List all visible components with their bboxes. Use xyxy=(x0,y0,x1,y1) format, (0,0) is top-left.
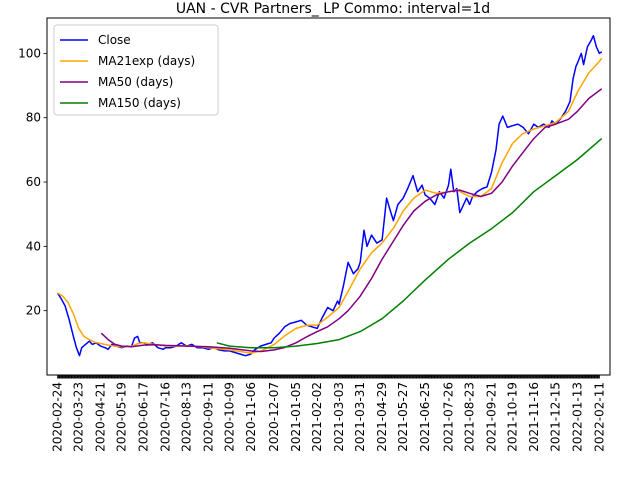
y-tick-label: 60 xyxy=(26,175,41,189)
x-tick-label: 2021-06-25 xyxy=(418,382,432,452)
x-tick-label: 2022-01-13 xyxy=(571,382,585,452)
series-line-3 xyxy=(216,138,603,349)
x-tick-label: 2020-10-09 xyxy=(223,382,237,452)
x-tick-label: 2020-12-07 xyxy=(267,382,281,452)
x-tick-label: 2021-10-19 xyxy=(506,382,520,452)
x-tick-label: 2022-02-11 xyxy=(592,382,606,452)
y-tick-label: 40 xyxy=(26,239,41,253)
series-line-2 xyxy=(100,88,603,353)
x-tick-label: 2021-02-02 xyxy=(310,382,324,452)
x-tick-label: 2021-09-21 xyxy=(485,382,499,452)
y-tick-label: 80 xyxy=(26,111,41,125)
series-line-1 xyxy=(57,57,603,354)
legend-label-0: Close xyxy=(98,33,131,47)
series-line-0 xyxy=(56,34,603,357)
legend: Close MA21exp (days) MA50 (days) MA150 (day… xyxy=(53,24,219,116)
x-tick-label: 2021-05-27 xyxy=(396,382,410,452)
x-tick-label: 2020-11-06 xyxy=(244,382,258,452)
x-tick-label: 2020-06-17 xyxy=(137,382,151,452)
y-axis: 20 40 60 80 100 xyxy=(18,46,47,318)
legend-label-1: MA21exp (days) xyxy=(98,54,195,68)
x-tick-label: 2021-08-23 xyxy=(463,382,477,452)
legend-label-2: MA50 (days) xyxy=(98,75,173,89)
x-tick-label: 2021-01-05 xyxy=(289,382,303,452)
x-tick-label: 2021-04-29 xyxy=(375,382,389,452)
x-tick-label: 2021-07-26 xyxy=(441,382,455,452)
legend-box xyxy=(53,24,219,116)
x-tick-label: 2020-07-16 xyxy=(158,382,172,452)
x-tick-label: 2020-04-21 xyxy=(94,382,108,452)
x-tick-label: 2021-03-03 xyxy=(332,382,346,452)
x-tick-label: 2020-05-19 xyxy=(115,382,129,452)
y-tick-label: 100 xyxy=(18,46,41,60)
x-tick-label: 2021-03-31 xyxy=(353,382,367,452)
x-tick-label: 2020-03-23 xyxy=(72,382,86,452)
x-tick-label: 2020-02-24 xyxy=(51,382,65,452)
y-tick-label: 20 xyxy=(26,304,41,318)
x-tick-label: 2020-08-13 xyxy=(180,382,194,452)
x-tick-label: 2020-09-11 xyxy=(202,382,216,452)
chart-title: UAN - CVR Partners_ LP Commo: interval=1… xyxy=(176,1,490,17)
legend-label-3: MA150 (days) xyxy=(98,96,181,110)
x-tick-label: 2021-11-16 xyxy=(527,382,541,452)
x-axis: 2020-02-24 2020-03-23 2020-04-21 2020-05-19… xyxy=(51,375,606,452)
x-tick-label: 2021-12-15 xyxy=(549,382,563,452)
series-lines xyxy=(56,34,603,357)
